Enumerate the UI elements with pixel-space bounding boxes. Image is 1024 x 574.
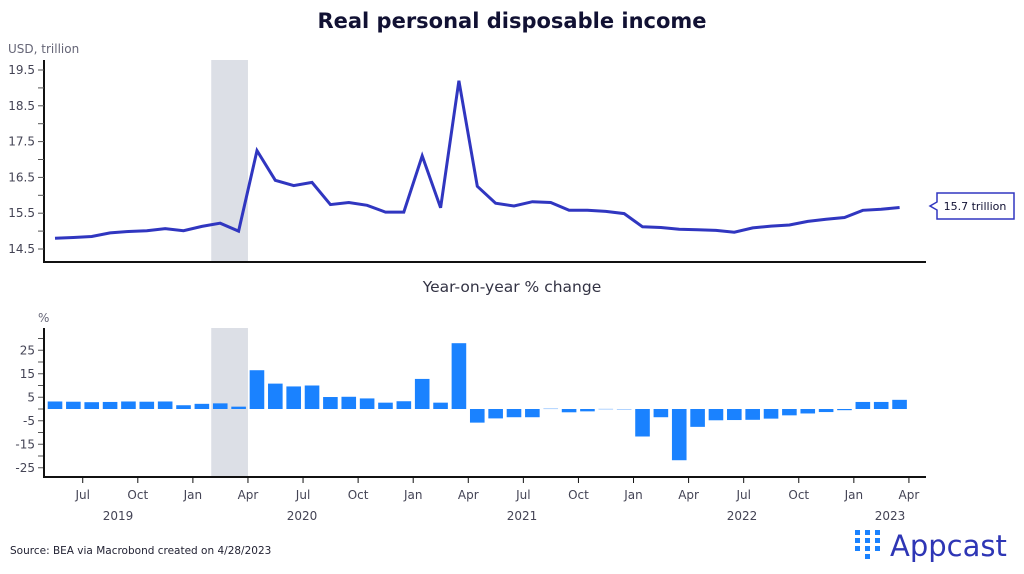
bottom-y-axis-label: %	[38, 311, 49, 325]
x-tick-label: Oct	[788, 488, 809, 502]
yoy-bar	[84, 402, 100, 409]
x-tick-label: Oct	[348, 488, 369, 502]
yoy-bar	[561, 409, 577, 413]
appcast-logo: Appcast	[855, 529, 1007, 563]
chart-title: Real personal disposable income	[317, 9, 706, 33]
yoy-bar	[378, 402, 393, 409]
source-note: Source: BEA via Macrobond created on 4/2…	[10, 545, 271, 557]
x-tick-label: Jul	[515, 488, 530, 502]
yoy-bar	[708, 409, 724, 421]
yoy-bar	[139, 401, 155, 409]
yoy-bar	[359, 398, 375, 409]
callout: 15.7 trillion	[928, 192, 1015, 220]
x-tick-label: Jul	[295, 488, 310, 502]
yoy-bar	[231, 406, 246, 409]
yoy-bar	[176, 405, 191, 409]
yoy-bar	[873, 401, 889, 409]
yoy-bar	[396, 401, 412, 409]
yoy-bar	[323, 397, 338, 409]
yoy-bar	[800, 409, 816, 414]
x-tick-label: Jan	[623, 488, 643, 502]
x-tick-label: Jan	[403, 488, 423, 502]
x-year-label: 2022	[727, 509, 758, 523]
x-tick-label: Apr	[238, 488, 259, 502]
bottom-y-tick-label: -25	[15, 461, 35, 475]
yoy-bar	[488, 409, 503, 419]
yoy-bar	[451, 343, 467, 409]
x-tick-label: Oct	[127, 488, 148, 502]
logo-text: Appcast	[890, 529, 1007, 563]
yoy-bar	[580, 409, 595, 412]
yoy-bar	[47, 401, 63, 409]
yoy-bar	[341, 396, 357, 409]
yoy-bar	[635, 409, 650, 437]
top-y-axis-label: USD, trillion	[8, 42, 79, 56]
bottom-y-tick-label: 15	[20, 367, 35, 381]
x-tick-label: Jul	[735, 488, 750, 502]
yoy-bar	[690, 409, 705, 427]
x-tick-label: Jan	[183, 488, 203, 502]
x-year-label: 2019	[103, 509, 134, 523]
yoy-bar	[892, 399, 907, 409]
yoy-bar	[249, 370, 265, 409]
yoy-bar	[671, 409, 687, 461]
callout-label: 15.7 trillion	[944, 200, 1007, 213]
top-y-tick-label: 14.5	[8, 242, 35, 256]
top-y-tick-label: 19.5	[8, 63, 35, 77]
yoy-bar	[469, 409, 485, 423]
yoy-bar	[616, 409, 632, 410]
callout-box	[928, 192, 1015, 220]
yoy-bar	[212, 403, 228, 409]
yoy-bar	[745, 409, 760, 420]
yoy-bar	[66, 401, 81, 409]
yoy-bar	[782, 409, 797, 416]
yoy-bar	[525, 409, 540, 418]
income-line	[54, 80, 900, 240]
recession-shade	[211, 60, 248, 262]
yoy-bar	[304, 385, 320, 409]
yoy-bar	[102, 401, 118, 409]
top-line-chart: 19.5 18.5 17.5 16.5 15.5 14.5	[8, 60, 926, 263]
top-y-tick-label: 18.5	[8, 99, 35, 113]
bottom-y-tick-label: -5	[23, 414, 35, 428]
top-y-tick-label: 17.5	[8, 135, 35, 149]
yoy-bar	[433, 402, 448, 409]
x-year-label: 2023	[875, 509, 906, 523]
top-y-tick-label: 15.5	[8, 206, 35, 220]
yoy-bar	[157, 401, 173, 409]
logo-dots-icon	[855, 530, 880, 559]
yoy-bar	[653, 409, 669, 418]
yoy-bar	[414, 378, 430, 409]
yoy-bar	[286, 386, 301, 409]
bottom-bar-chart: 25 15 5 -5 -15 -25 Jul Oct Jan Apr Jul Oct Jan Apr Jul…	[15, 328, 926, 523]
yoy-bar	[727, 409, 742, 421]
yoy-bar	[818, 409, 834, 413]
yoy-bar	[837, 409, 852, 411]
bottom-chart-title: Year-on-year % change	[422, 278, 602, 296]
x-tick-label: Apr	[458, 488, 479, 502]
bottom-y-tick-label: -15	[15, 437, 35, 451]
recession-shade	[211, 328, 248, 477]
x-tick-label: Apr	[678, 488, 699, 502]
bottom-y-tick-label: 5	[27, 390, 35, 404]
yoy-bar	[543, 408, 559, 410]
top-y-tick-label: 16.5	[8, 170, 35, 184]
x-year-label: 2021	[507, 509, 538, 523]
yoy-bar	[506, 409, 522, 418]
x-tick-label: Oct	[568, 488, 589, 502]
yoy-bar	[194, 403, 210, 409]
bottom-y-tick-label: 25	[20, 343, 35, 357]
x-tick-label: Jan	[844, 488, 864, 502]
x-year-label: 2020	[287, 509, 318, 523]
yoy-bar	[121, 401, 136, 409]
x-tick-label: Jul	[74, 488, 89, 502]
yoy-bar	[763, 409, 779, 419]
yoy-bar	[855, 401, 871, 409]
x-tick-label: Apr	[899, 488, 920, 502]
yoy-bar	[598, 408, 614, 410]
yoy-bar	[268, 383, 283, 409]
